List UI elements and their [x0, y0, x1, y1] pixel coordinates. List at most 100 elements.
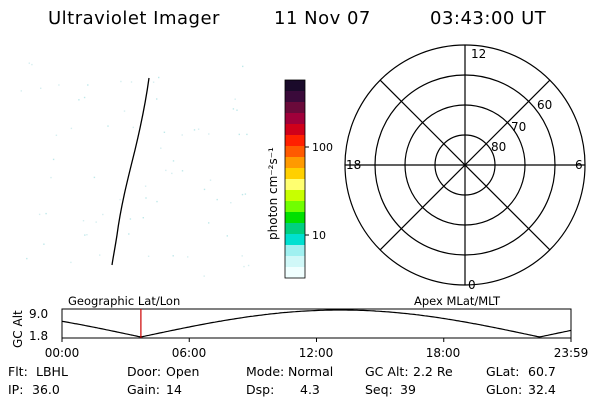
speckle	[26, 257, 28, 260]
speckle	[123, 110, 126, 112]
orbit-altitude-curve	[61, 309, 572, 338]
speckle	[172, 160, 175, 162]
speckle	[243, 265, 245, 268]
speckle	[43, 243, 45, 245]
door-value: Open	[166, 364, 200, 379]
colorbar-swatch	[285, 234, 305, 246]
gcalt-value: 2.2 Re	[413, 364, 453, 379]
speckle	[246, 133, 248, 136]
speckle	[193, 129, 196, 131]
speckle	[119, 198, 121, 201]
speckle	[95, 221, 97, 223]
seq-label: Seq:	[365, 382, 393, 397]
speckle	[145, 197, 147, 199]
speckle	[28, 62, 30, 64]
colorbar	[285, 80, 305, 279]
colorbar-swatch	[285, 146, 305, 158]
timeline-ticks	[61, 338, 572, 342]
terminator-curve	[111, 77, 150, 266]
colorbar-label-10: 10	[312, 229, 326, 242]
speckle	[70, 261, 72, 264]
timeline-xlabel-0600: 06:00	[172, 346, 207, 360]
speckle	[132, 126, 134, 129]
lat-label-70: 70	[511, 120, 526, 134]
speckle	[38, 213, 41, 216]
speckle	[84, 234, 86, 236]
glat-label: GLat:	[486, 364, 520, 379]
glat-value: 60.7	[528, 364, 556, 379]
mlt-label-18: 18	[346, 158, 361, 172]
timeline-xlabel-0000: 00:00	[45, 346, 80, 360]
colorbar-swatch	[285, 212, 305, 224]
speckle	[130, 81, 133, 83]
colorbar-swatch	[285, 190, 305, 202]
speckle	[234, 98, 236, 100]
glon-label: GLon:	[486, 382, 523, 397]
speckle	[87, 84, 89, 86]
speckle	[160, 147, 162, 149]
colorbar-swatch	[285, 245, 305, 257]
speckle	[172, 255, 174, 257]
speckle	[20, 90, 22, 92]
timeline-xlabel-1200: 12:00	[299, 346, 334, 360]
speckle	[45, 212, 47, 215]
mlt-label-6: 6	[575, 158, 583, 172]
colorbar-swatch	[285, 168, 305, 180]
speckle	[230, 202, 232, 204]
speckle	[197, 128, 200, 130]
colorbar-swatch	[285, 124, 305, 136]
speckle	[102, 213, 104, 216]
speckle	[50, 176, 52, 179]
mlt-label-0: 0	[468, 278, 476, 292]
speckle	[163, 131, 166, 133]
colorbar-swatch	[285, 157, 305, 169]
colorbar-swatch	[285, 135, 305, 147]
speckle	[181, 170, 184, 172]
timeline-left-label: Geographic Lat/Lon	[68, 294, 180, 308]
speckle	[86, 234, 88, 236]
speckle	[147, 255, 150, 257]
colorbar-swatch	[285, 91, 305, 103]
speckle	[82, 220, 85, 222]
speckle	[226, 235, 228, 237]
speckle	[171, 172, 173, 175]
gain-label: Gain:	[127, 382, 160, 397]
speckle	[236, 109, 238, 111]
speckle	[129, 218, 132, 220]
ip-value: 36.0	[32, 382, 60, 397]
gcalt-label: GC Alt:	[365, 364, 409, 379]
speckle	[203, 275, 205, 277]
speckle	[156, 200, 158, 203]
speckle	[181, 134, 183, 136]
timeline-ylabel-low: 1.8	[29, 329, 48, 343]
speckle	[31, 63, 33, 66]
speckle	[241, 255, 243, 257]
colorbar-swatch	[285, 267, 305, 279]
dsp-label: Dsp:	[246, 382, 275, 397]
polar-diagonal-2	[379, 79, 551, 251]
speckle	[209, 179, 212, 181]
dsp-value: 4.3	[300, 382, 320, 397]
colorbar-swatch	[285, 80, 305, 92]
speckle	[158, 76, 160, 79]
timeline-frame	[61, 308, 572, 339]
mlt-label-12: 12	[471, 47, 486, 61]
speckle	[208, 133, 210, 135]
gain-value: 14	[166, 382, 182, 397]
colorbar-swatch	[285, 256, 305, 268]
image-speckles	[20, 62, 250, 277]
mode-label: Mode:	[246, 364, 285, 379]
speckle	[144, 185, 147, 187]
speckle	[238, 133, 240, 136]
door-label: Door:	[127, 364, 162, 379]
speckle	[55, 134, 58, 136]
mode-value: Normal	[288, 364, 334, 379]
polar-grid	[344, 44, 586, 286]
timeline-xlabel-1800: 18:00	[426, 346, 461, 360]
colorbar-frame	[284, 79, 306, 279]
speckle	[156, 98, 158, 100]
lat-label-60: 60	[537, 98, 552, 112]
colorbar-swatch	[285, 102, 305, 114]
speckle	[244, 193, 247, 195]
